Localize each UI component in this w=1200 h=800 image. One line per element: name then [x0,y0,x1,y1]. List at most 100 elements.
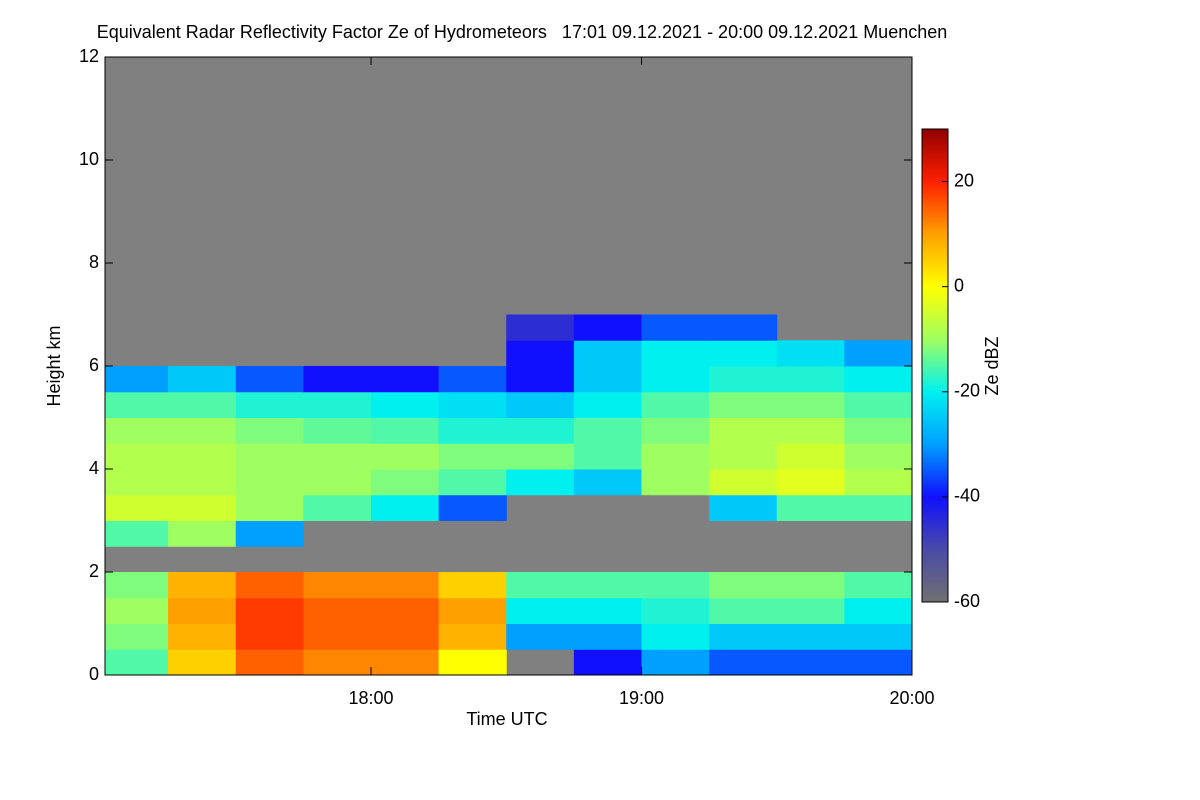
heatmap-cell [168,417,237,444]
heatmap-cell [370,597,440,624]
heatmap-cell [370,391,440,418]
chart-title: Equivalent Radar Reflectivity Factor Ze … [97,22,948,42]
heatmap-cell [506,366,575,393]
y-tick-label: 12 [79,46,99,66]
heatmap-cell [168,494,237,521]
heatmap-cell [438,494,507,521]
colorbar-tick-label: 0 [954,275,964,295]
heatmap-cell [105,469,169,496]
heatmap-cell [641,443,710,470]
heatmap-cell [235,597,304,624]
heatmap-cell [844,623,912,650]
heatmap-cell [105,417,169,444]
heatmap-cell [438,443,507,470]
y-tick-label: 4 [89,458,99,478]
heatmap-cell [776,649,845,675]
heatmap-cell [105,520,169,547]
heatmap-cell [235,520,304,547]
y-tick-label: 10 [79,149,99,169]
y-tick-label: 2 [89,561,99,581]
heatmap-cell [168,391,237,418]
heatmap-cell [370,623,440,650]
heatmap-cell [573,597,642,624]
heatmap-cell [844,366,912,393]
heatmap-cell [844,597,912,624]
colorbar-label: Ze dBZ [982,336,1002,395]
colorbar-tick-label: -60 [954,591,980,611]
heatmap-cell [844,649,912,675]
heatmap-cell [438,597,507,624]
heatmap-cell [370,366,440,393]
x-tick-label: 20:00 [889,688,934,708]
heatmap-cell [506,623,575,650]
heatmap-cell [844,417,912,444]
y-axis-label: Height km [44,325,64,406]
heatmap-cell [573,391,642,418]
heatmap-cell [303,649,372,675]
heatmap-cell [105,391,169,418]
heatmap-cell [844,443,912,470]
heatmap-cell [776,597,845,624]
heatmap-cell [438,366,507,393]
heatmap-cell [303,443,372,470]
heatmap-cell [506,314,575,341]
heatmap-cell [844,340,912,367]
heatmap-cell [573,417,642,444]
heatmap-cell [235,417,304,444]
heatmap-cell [776,494,845,521]
heatmap-cell [438,391,507,418]
heatmap-cell [506,469,575,496]
heatmap-cell [235,623,304,650]
heatmap-cell [573,469,642,496]
heatmap-cell [709,597,778,624]
heatmap-cell [709,340,778,367]
heatmap-cell [776,417,845,444]
heatmap-cell [105,443,169,470]
heatmap-cell [168,469,237,496]
heatmap-cell [303,366,372,393]
heatmap-cell [844,469,912,496]
heatmap-cell [641,391,710,418]
heatmap-cell [303,597,372,624]
heatmap-cell [303,494,372,521]
heatmap-cell [506,597,575,624]
heatmap-cell [573,572,642,599]
heatmap-cell [573,649,642,675]
heatmap-cell [776,391,845,418]
heatmap-cell [303,572,372,599]
heatmap-cell [709,366,778,393]
heatmap-cell [641,417,710,444]
heatmap-cell [105,572,169,599]
heatmap-cell [303,469,372,496]
heatmap-cell [303,417,372,444]
heatmap-cell [168,597,237,624]
heatmap-cell [168,649,237,675]
x-tick-label: 19:00 [619,688,664,708]
heatmap-cell [105,366,169,393]
colorbar-tick-label: -40 [954,486,980,506]
heatmap-cell [641,340,710,367]
heatmap-cell [506,572,575,599]
heatmap-cell [235,469,304,496]
heatmap-cell [105,649,169,675]
heatmap-cell [235,572,304,599]
heatmap-cell [168,572,237,599]
heatmap-cell [709,572,778,599]
heatmap-cell [709,649,778,675]
heatmap-cell [776,572,845,599]
heatmap-cell [709,391,778,418]
heatmap-cell [709,494,778,521]
heatmap-cell [168,366,237,393]
heatmap-cell [235,649,304,675]
heatmap-cell [105,597,169,624]
colorbar-tick-label: 20 [954,170,974,190]
heatmap-cell [844,391,912,418]
x-axis-label: Time UTC [466,709,547,729]
heatmap-cell [573,366,642,393]
heatmap-cell [573,443,642,470]
heatmap-cell [776,443,845,470]
heatmap-cell [370,417,440,444]
heatmap-cell [168,623,237,650]
heatmap-cell [105,623,169,650]
